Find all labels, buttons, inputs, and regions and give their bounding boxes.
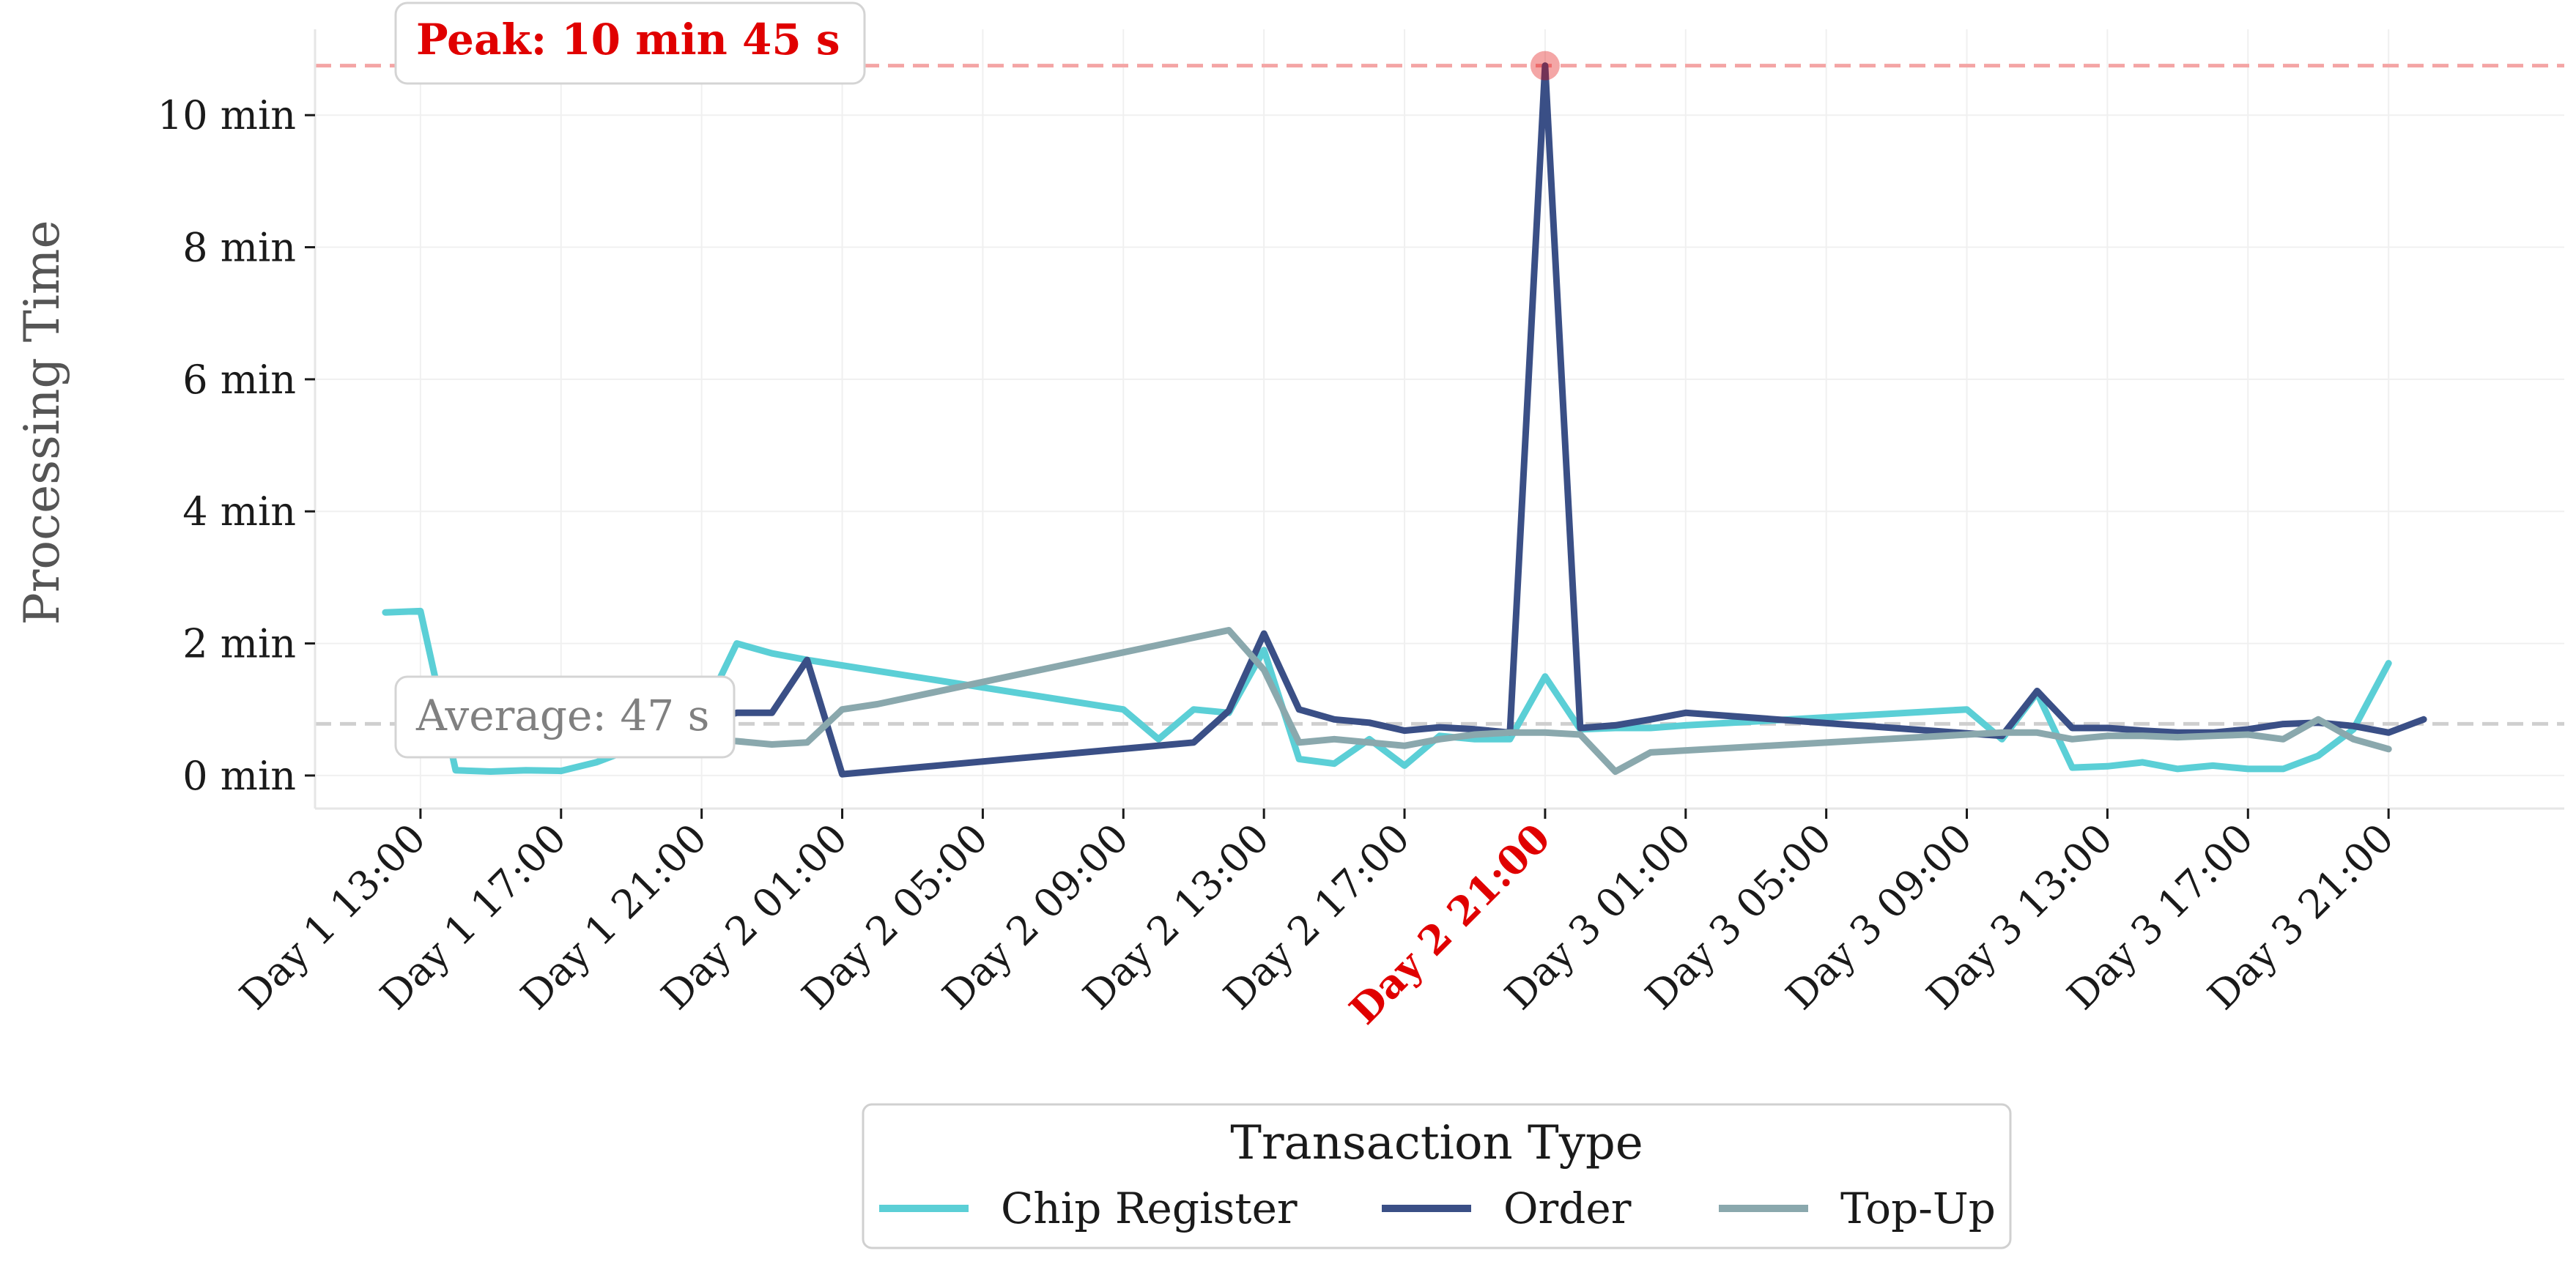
legend-item-label: Chip Register xyxy=(1001,1184,1298,1233)
legend: Transaction Type Chip Register Order Top-Up xyxy=(862,1103,2012,1249)
series-line-order xyxy=(593,62,2427,778)
y-tick-label: 10 min xyxy=(158,92,296,138)
average-annotation-box xyxy=(394,675,736,759)
y-tick-label: 2 min xyxy=(182,621,296,667)
average-annotation-label: Average: 47 s xyxy=(415,691,709,740)
y-axis-label: Processing Time xyxy=(14,220,70,625)
y-tick-label: 4 min xyxy=(182,488,296,535)
series-line-top-up xyxy=(593,627,2392,775)
peak-annotation-box xyxy=(394,1,866,85)
annotations: Peak: 10 min 45 s Average: 47 s xyxy=(394,1,1560,759)
legend-item-label: Top-Up xyxy=(1840,1184,1996,1233)
peak-annotation-label: Peak: 10 min 45 s xyxy=(416,15,840,64)
y-tick-label: 8 min xyxy=(182,225,296,271)
reference-lines xyxy=(315,64,2564,726)
legend-title: Transaction Type xyxy=(1230,1116,1643,1170)
legend-item-label: Order xyxy=(1503,1184,1632,1233)
y-tick-label: 0 min xyxy=(182,753,296,799)
y-tick-label: 6 min xyxy=(182,357,296,403)
peak-marker xyxy=(1530,51,1560,81)
grid xyxy=(315,29,2564,809)
